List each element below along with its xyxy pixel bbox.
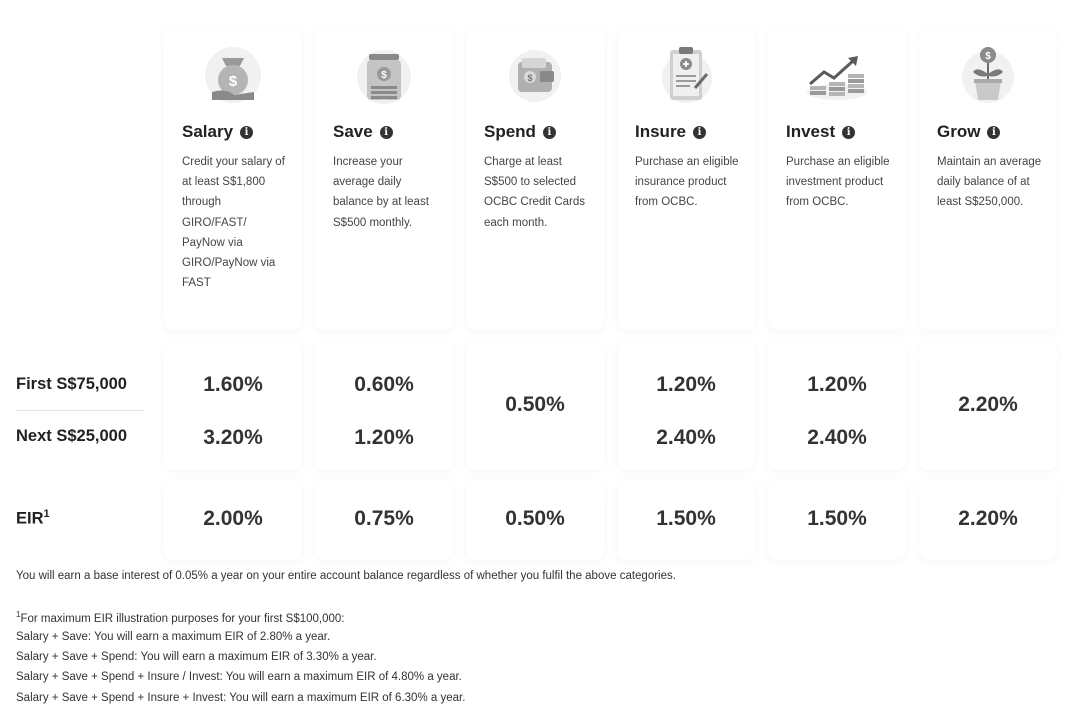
category-description-grow: Maintain an average daily balance of at … (937, 156, 1042, 209)
svg-text:$: $ (381, 70, 387, 81)
plant-pot-coin-icon: $ (953, 40, 1023, 110)
category-card-grow: $ Grow i Maintain an average daily balanc… (919, 28, 1057, 330)
eir-spend: 0.50% (505, 507, 565, 530)
rate-first-invest: 1.20% (807, 373, 867, 396)
rate-next-insure: 2.40% (656, 426, 716, 449)
wallet-icon: $ (500, 40, 570, 110)
footnote-heading: 1For maximum EIR illustration purposes f… (16, 610, 345, 625)
rate-first-insure: 1.20% (656, 373, 716, 396)
row-divider (16, 410, 144, 411)
rate-next-save: 1.20% (354, 426, 414, 449)
money-bag-hand-icon: $ (198, 40, 268, 110)
rate-next-invest: 2.40% (807, 426, 867, 449)
info-icon[interactable]: i (542, 125, 556, 139)
category-description-invest: Purchase an eligible investment product … (786, 156, 890, 209)
rates-card-invest: 1.20% 2.40% (768, 342, 906, 470)
eir-grow: 2.20% (958, 507, 1018, 530)
row-label-eir: EIR1 (16, 508, 50, 528)
category-title-insure: Insure i (635, 122, 707, 142)
category-description-salary: Credit your salary of at least S$1,800 t… (182, 156, 285, 290)
coin-stack-jar-icon: $ (349, 40, 419, 110)
category-title-save: Save i (333, 122, 393, 142)
eir-invest: 1.50% (807, 507, 867, 530)
eir-card-invest: 1.50% (768, 480, 906, 560)
rates-card-grow: 2.20% (919, 342, 1057, 470)
category-card-save: $ Save i Increase your average daily bala… (315, 28, 453, 330)
eir-card-insure: 1.50% (617, 480, 755, 560)
category-title-salary: Salary i (182, 122, 254, 142)
footnote-line: Salary + Save + Spend + Insure / Invest:… (16, 671, 462, 683)
svg-text:$: $ (527, 73, 532, 83)
category-card-insure: Insure i Purchase an eligible insurance p… (617, 28, 755, 330)
growth-chart-coins-icon (802, 40, 872, 110)
footnote-line: Salary + Save + Spend + Insure + Invest:… (16, 692, 466, 704)
eir-insure: 1.50% (656, 507, 716, 530)
eir-salary: 2.00% (203, 507, 263, 530)
category-card-spend: $ Spend i Charge at least S$500 to select… (466, 28, 604, 330)
eir-save: 0.75% (354, 507, 414, 530)
category-card-invest: Invest i Purchase an eligible investment … (768, 28, 906, 330)
clipboard-document-icon (651, 40, 721, 110)
info-icon[interactable]: i (842, 125, 856, 139)
category-description-spend: Charge at least S$500 to selected OCBC C… (484, 156, 585, 229)
category-card-salary: $ Salary i Credit your salary of at least… (164, 28, 302, 330)
eir-card-save: 0.75% (315, 480, 453, 560)
info-icon[interactable]: i (987, 125, 1001, 139)
rate-next-salary: 3.20% (203, 426, 263, 449)
rates-card-save: 0.60% 1.20% (315, 342, 453, 470)
rates-card-salary: 1.60% 3.20% (164, 342, 302, 470)
eir-card-spend: 0.50% (466, 480, 604, 560)
rate-first-salary: 1.60% (203, 373, 263, 396)
base-interest-note: You will earn a base interest of 0.05% a… (16, 570, 676, 582)
footnote-line: Salary + Save: You will earn a maximum E… (16, 631, 331, 643)
rates-card-spend: 0.50% (466, 342, 604, 470)
rates-card-insure: 1.20% 2.40% (617, 342, 755, 470)
category-title-invest: Invest i (786, 122, 856, 142)
eir-card-salary: 2.00% (164, 480, 302, 560)
rate-first-save: 0.60% (354, 373, 414, 396)
category-title-spend: Spend i (484, 122, 556, 142)
svg-text:$: $ (985, 51, 991, 62)
category-description-save: Increase your average daily balance by a… (333, 156, 429, 229)
info-icon[interactable]: i (693, 125, 707, 139)
rate-combined-grow: 2.20% (958, 393, 1018, 416)
footnote-line: Salary + Save + Spend: You will earn a m… (16, 651, 377, 663)
row-label-first: First S$75,000 (16, 375, 127, 393)
row-label-next: Next S$25,000 (16, 427, 127, 445)
category-description-insure: Purchase an eligible insurance product f… (635, 156, 739, 209)
rate-combined-spend: 0.50% (505, 393, 565, 416)
info-icon[interactable]: i (379, 125, 393, 139)
svg-text:$: $ (229, 73, 238, 90)
category-title-grow: Grow i (937, 122, 1001, 142)
info-icon[interactable]: i (240, 125, 254, 139)
eir-card-grow: 2.20% (919, 480, 1057, 560)
